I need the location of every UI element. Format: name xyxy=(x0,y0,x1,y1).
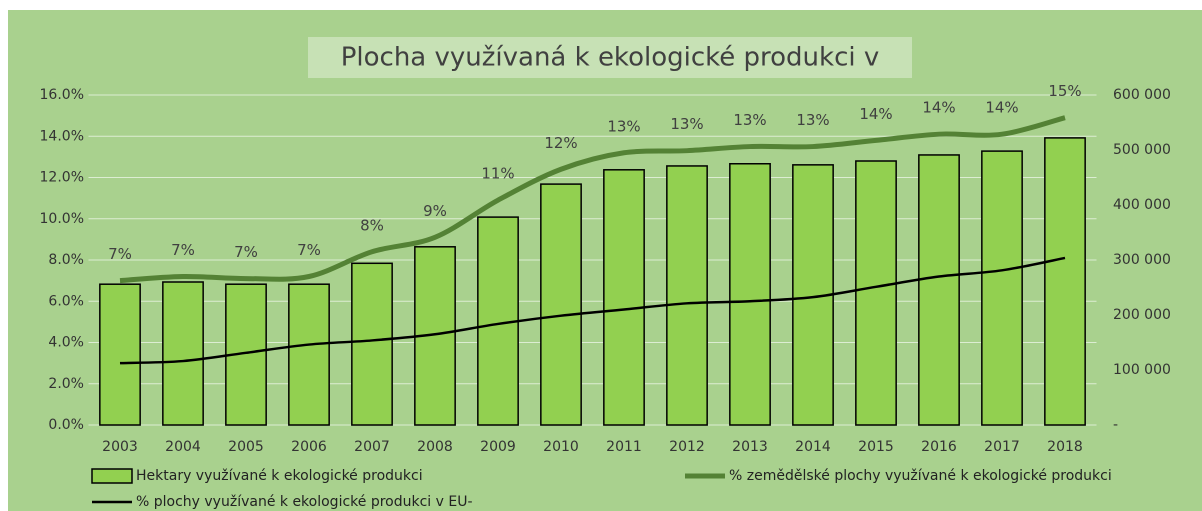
y-tick-label: 16.0% xyxy=(40,87,84,103)
bar xyxy=(918,154,960,426)
bar xyxy=(981,150,1023,426)
y-tick-label: 8.0% xyxy=(48,252,84,268)
y2-tick-label: 100 000 xyxy=(1113,362,1171,378)
data-label: 9% xyxy=(423,202,447,220)
y2-tick-label: 500 000 xyxy=(1113,142,1171,158)
y-tick-label: 4.0% xyxy=(48,335,84,351)
bar xyxy=(729,163,771,426)
x-tick-label: 2005 xyxy=(228,439,264,455)
legend-label: % zemědělské plochy využívané k ekologic… xyxy=(729,468,1112,484)
x-tick-label: 2012 xyxy=(669,439,705,455)
data-label: 14% xyxy=(985,99,1018,117)
data-label: 11% xyxy=(481,165,514,183)
data-label: 15% xyxy=(1048,82,1081,100)
title-box xyxy=(308,37,912,78)
bar xyxy=(855,160,897,426)
x-tick-label: 2006 xyxy=(291,439,327,455)
line xyxy=(119,115,1066,284)
data-label: 7% xyxy=(297,241,321,259)
x-tick-label: 2017 xyxy=(984,439,1020,455)
y-tick-label: 0.0% xyxy=(48,417,84,433)
y2-tick-label: 400 000 xyxy=(1113,197,1171,213)
y2-tick-label: 200 000 xyxy=(1113,307,1171,323)
x-tick-label: 2007 xyxy=(354,439,390,455)
data-label: 13% xyxy=(670,115,703,133)
y-tick-label: 14.0% xyxy=(40,128,84,144)
bar xyxy=(1044,137,1086,426)
data-label: 14% xyxy=(922,99,955,117)
legend-label: Hektary využívané k ekologické produkci xyxy=(136,468,423,484)
data-label: 8% xyxy=(360,216,384,234)
x-tick-label: 2004 xyxy=(165,439,201,455)
x-tick-label: 2018 xyxy=(1047,439,1083,455)
bar xyxy=(540,183,582,426)
chart-title: Plocha využívaná k ekologické produkci v xyxy=(341,43,880,73)
legend-swatch xyxy=(91,468,133,484)
data-label: 14% xyxy=(859,105,892,123)
x-tick-label: 2009 xyxy=(480,439,516,455)
x-tick-label: 2011 xyxy=(606,439,642,455)
y-tick-label: 2.0% xyxy=(48,376,84,392)
data-label: 7% xyxy=(234,243,258,261)
x-tick-label: 2008 xyxy=(417,439,453,455)
bar xyxy=(666,165,708,426)
y-tick-label: 6.0% xyxy=(48,293,84,309)
line xyxy=(119,256,1066,365)
x-tick-label: 2010 xyxy=(543,439,579,455)
y2-tick-label: - xyxy=(1113,417,1118,433)
x-tick-label: 2016 xyxy=(921,439,957,455)
data-label: 13% xyxy=(607,117,640,135)
legend-label: % plochy využívané k ekologické produkci… xyxy=(136,494,473,510)
data-label: 12% xyxy=(544,134,577,152)
bar xyxy=(288,283,330,426)
bar xyxy=(99,283,141,426)
bar xyxy=(162,281,204,426)
bar xyxy=(351,262,393,426)
data-label: 7% xyxy=(108,245,132,263)
data-label: 7% xyxy=(171,241,195,259)
bar xyxy=(603,169,645,426)
y-tick-label: 12.0% xyxy=(40,170,84,186)
data-label: 13% xyxy=(733,111,766,129)
y-tick-label: 10.0% xyxy=(40,211,84,227)
y2-tick-label: 600 000 xyxy=(1113,87,1171,103)
x-tick-label: 2013 xyxy=(732,439,768,455)
x-tick-label: 2003 xyxy=(102,439,138,455)
y2-tick-label: 300 000 xyxy=(1113,252,1171,268)
x-tick-label: 2014 xyxy=(795,439,831,455)
x-tick-label: 2015 xyxy=(858,439,894,455)
data-label: 13% xyxy=(796,111,829,129)
